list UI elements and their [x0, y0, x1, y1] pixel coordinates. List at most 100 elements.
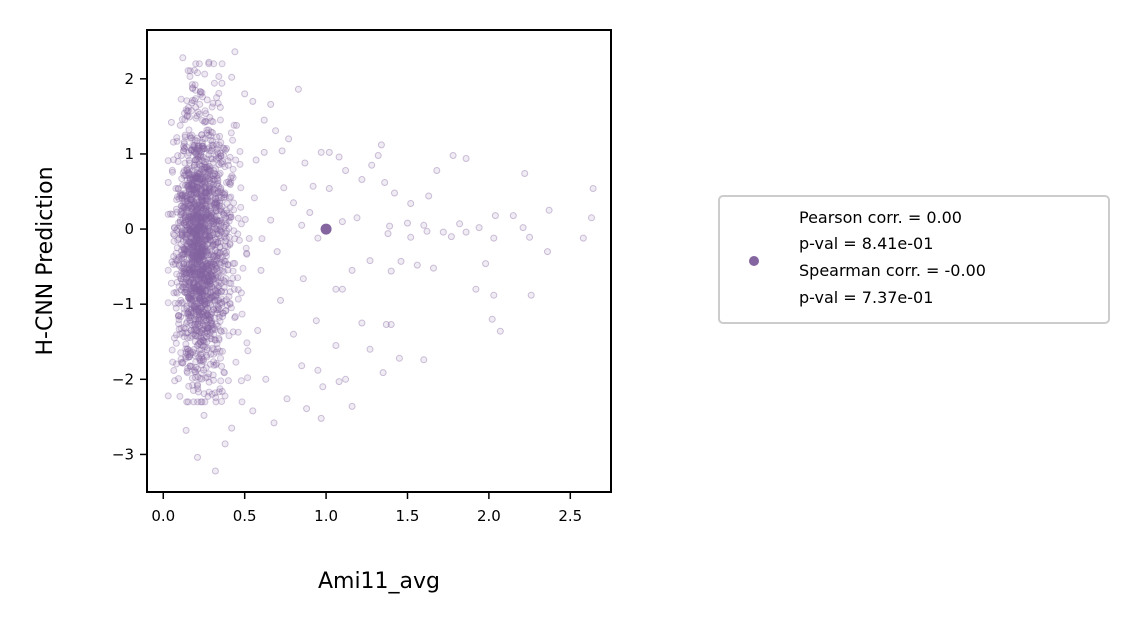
data-point — [191, 368, 199, 376]
data-point — [338, 285, 346, 293]
data-point — [196, 174, 204, 182]
data-point — [202, 186, 210, 194]
data-point — [208, 155, 216, 163]
data-point — [190, 161, 198, 169]
data-point — [177, 275, 185, 283]
data-point — [185, 308, 193, 316]
data-point — [198, 297, 206, 305]
data-point — [191, 220, 199, 228]
data-point — [211, 192, 219, 200]
data-point — [208, 183, 216, 191]
data-point — [189, 224, 197, 232]
data-point — [187, 294, 195, 302]
data-point — [194, 145, 202, 153]
data-point — [202, 364, 210, 372]
data-point — [192, 294, 199, 302]
data-point — [191, 302, 199, 310]
data-point — [197, 333, 205, 341]
data-point — [168, 258, 176, 266]
data-point — [186, 67, 194, 75]
data-point — [170, 231, 178, 239]
data-point — [181, 279, 189, 287]
data-point — [226, 241, 234, 249]
data-point — [206, 227, 214, 234]
data-point — [187, 268, 195, 276]
data-point — [217, 152, 225, 160]
data-point — [189, 186, 197, 194]
data-point — [211, 280, 219, 288]
data-point — [209, 253, 217, 261]
data-point — [188, 287, 196, 295]
data-point — [217, 228, 225, 236]
data-point — [193, 137, 201, 145]
data-point — [342, 375, 350, 383]
data-point — [190, 330, 198, 338]
data-point — [210, 267, 217, 275]
data-point — [285, 135, 293, 143]
scatter-points — [164, 48, 597, 475]
data-point — [191, 321, 199, 328]
data-point — [188, 250, 196, 258]
data-point — [184, 152, 192, 160]
data-point — [198, 238, 205, 246]
data-point — [198, 162, 206, 170]
data-point — [209, 185, 217, 193]
data-point — [194, 199, 202, 207]
data-point — [194, 208, 202, 216]
data-point — [216, 225, 224, 233]
data-point — [201, 189, 209, 197]
x-tick-label: 1.0 — [314, 507, 338, 525]
data-point — [332, 342, 340, 349]
data-point — [216, 348, 224, 355]
data-point — [231, 235, 239, 243]
data-point — [182, 286, 190, 294]
data-point — [203, 163, 211, 171]
data-point — [201, 263, 209, 271]
data-point — [189, 267, 197, 274]
data-point — [208, 319, 216, 327]
data-point — [196, 201, 204, 209]
data-point — [319, 383, 327, 391]
data-point — [195, 279, 203, 287]
data-point — [223, 200, 231, 208]
data-point — [208, 283, 216, 291]
data-point — [221, 288, 229, 296]
data-point — [204, 195, 212, 203]
data-point — [197, 304, 205, 312]
data-point — [198, 357, 206, 365]
data-point — [187, 349, 195, 357]
data-point — [175, 253, 183, 261]
data-point — [229, 267, 237, 275]
data-point — [178, 251, 186, 258]
data-point — [189, 182, 196, 190]
data-point — [184, 278, 192, 286]
data-point — [216, 385, 224, 393]
data-point — [186, 351, 194, 359]
data-point — [216, 249, 224, 257]
data-point — [185, 221, 193, 228]
data-point — [204, 168, 212, 176]
data-point — [180, 144, 188, 152]
data-point — [231, 314, 239, 322]
data-point — [201, 282, 208, 289]
data-point — [379, 369, 387, 377]
data-point — [243, 249, 251, 257]
data-point — [198, 198, 206, 206]
data-point — [204, 226, 212, 233]
data-point — [220, 247, 228, 255]
data-point — [212, 207, 220, 215]
data-point — [197, 245, 205, 253]
data-point — [203, 126, 211, 134]
data-point — [198, 269, 206, 277]
data-point — [209, 242, 217, 250]
data-point — [215, 313, 223, 321]
legend-marker — [749, 256, 759, 266]
data-point — [191, 295, 199, 303]
data-point — [225, 233, 233, 241]
data-point — [186, 219, 194, 227]
data-point — [182, 226, 190, 234]
data-point — [181, 227, 189, 234]
data-point — [207, 314, 215, 321]
data-point — [182, 345, 190, 353]
data-point — [187, 268, 195, 276]
